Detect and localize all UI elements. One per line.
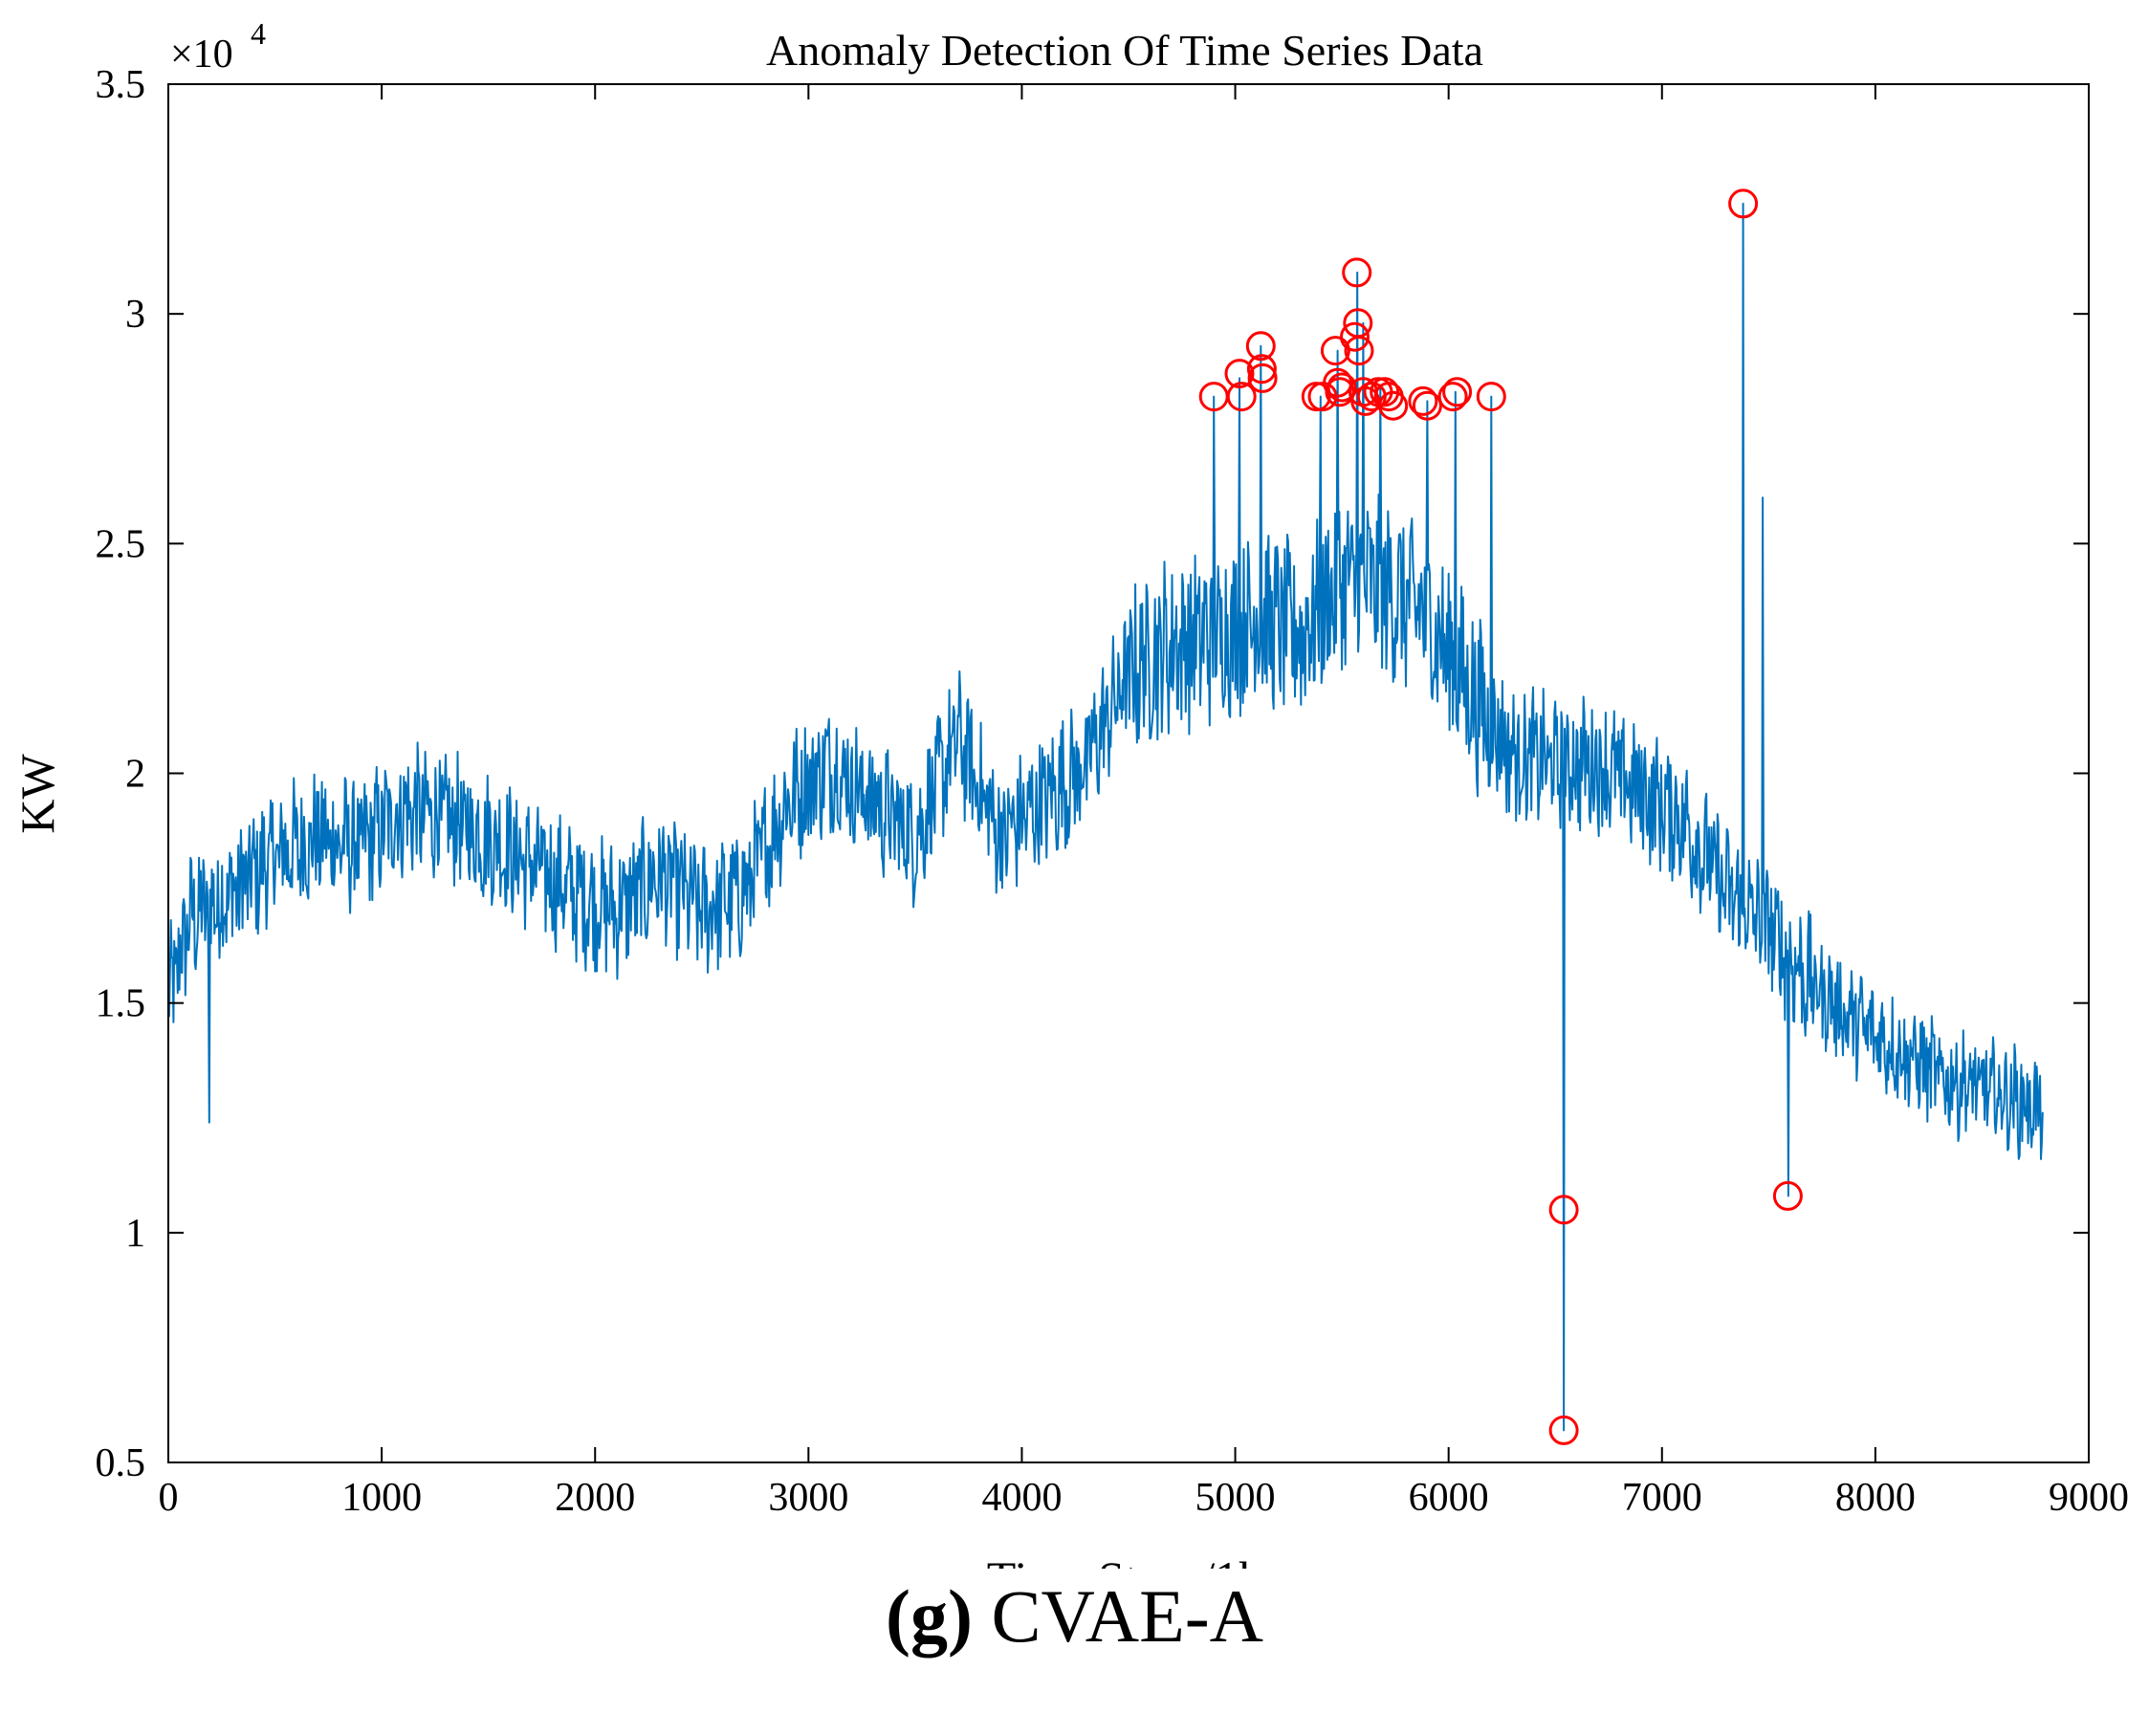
- anomaly-marker: [1378, 390, 1409, 421]
- x-tick-label: 6000: [1409, 1476, 1489, 1520]
- anomaly-marker: [1327, 372, 1357, 403]
- anomaly-marker: [1548, 1195, 1579, 1225]
- plot-area: [168, 84, 2089, 1462]
- y-tick-label: 2: [125, 753, 145, 797]
- anomaly-marker: [1728, 188, 1759, 219]
- y-multiplier-exponent: 4: [251, 16, 266, 51]
- anomaly-marker: [1548, 1415, 1579, 1445]
- figure-caption: (g) CVAE-A: [0, 1569, 2149, 1664]
- y-tick-label: 1.5: [96, 982, 146, 1026]
- y-tick-label: 1: [125, 1212, 145, 1256]
- plot-background: [168, 84, 2089, 1462]
- caption-text: CVAE-A: [991, 1574, 1264, 1658]
- anomaly-marker: [1344, 336, 1374, 366]
- x-tick-label: 3000: [768, 1476, 848, 1520]
- anomaly-marker: [1320, 336, 1350, 366]
- chart-title: Anomaly Detection Of Time Series Data: [766, 26, 1483, 75]
- x-tick-label: 8000: [1835, 1476, 1916, 1520]
- anomaly-marker: [1340, 321, 1370, 352]
- anomaly-marker: [1226, 382, 1257, 412]
- x-tick-label: 4000: [981, 1476, 1062, 1520]
- y-tick-label: 0.5: [96, 1441, 146, 1485]
- caption-label: (g): [885, 1574, 973, 1658]
- anomaly-marker: [1772, 1180, 1803, 1211]
- axes: 0 1000 2000 3000 4000 5000 6000 7000 8000 9000 0.5…: [96, 63, 2130, 1520]
- anomaly-marker: [1408, 385, 1438, 416]
- anomaly-marker: [1245, 331, 1276, 362]
- x-tick-label: 9000: [2049, 1476, 2129, 1520]
- anomaly-marker: [1246, 354, 1277, 385]
- anomaly-marker: [1412, 390, 1442, 421]
- anomaly-marker: [1247, 363, 1278, 393]
- x-axis-label: Time Steps/1h: [987, 1551, 1263, 1569]
- anomaly-marker: [1437, 382, 1468, 412]
- x-tick-label: 0: [159, 1476, 179, 1520]
- anomaly-markers: [1198, 188, 1803, 1445]
- y-multiplier-label: ×10: [170, 33, 233, 77]
- series-layer: [167, 202, 2044, 1432]
- y-tick-label: 2.5: [96, 522, 146, 566]
- anomaly-marker: [1442, 377, 1473, 407]
- y-axis-label: KW: [11, 754, 64, 834]
- anomaly-marker: [1301, 382, 1331, 412]
- y-tick-label: 3: [125, 293, 145, 337]
- chart-figure: 0 1000 2000 3000 4000 5000 6000 7000 8000 9000 0.5…: [11, 16, 2130, 1569]
- x-tick-label: 2000: [555, 1476, 635, 1520]
- series-line: [167, 202, 2044, 1432]
- anomaly-marker: [1224, 359, 1255, 389]
- x-tick-label: 5000: [1195, 1476, 1276, 1520]
- y-tick-label: 3.5: [96, 63, 146, 107]
- anomaly-marker: [1476, 382, 1506, 412]
- x-tick-label: 1000: [341, 1476, 422, 1520]
- anomaly-marker: [1342, 257, 1372, 288]
- x-tick-label: 7000: [1622, 1476, 1702, 1520]
